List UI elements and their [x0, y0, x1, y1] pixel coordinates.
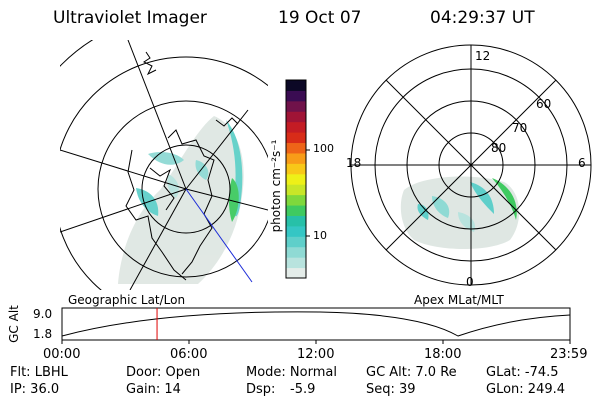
colorbar-unit-label: photon cm⁻²s⁻¹ [269, 139, 283, 233]
mlt-label-6: 6 [578, 156, 586, 170]
colorbar-segment [286, 152, 306, 164]
info-gain: Gain: 14 [126, 382, 181, 397]
colorbar-segment [286, 111, 306, 123]
altitude-curve [61, 311, 571, 337]
info-dsp-label: Dsp: [246, 382, 276, 397]
info-flt: Flt: LBHL [10, 365, 68, 380]
colorbar-segment [286, 173, 306, 185]
date-label: 19 Oct 07 [278, 8, 362, 28]
mlt-label-18: 18 [346, 156, 362, 170]
colorbar-segment [286, 225, 306, 237]
colorbar-segment [286, 100, 306, 112]
mlt-lines [351, 45, 591, 285]
geo-latitude-circles [60, 40, 268, 290]
altitude-plot [61, 307, 571, 344]
apex-panel [350, 44, 592, 286]
colorbar-tick-100: 100 [313, 142, 334, 155]
info-ip: IP: 36.0 [10, 382, 60, 397]
mlat-label-60: 60 [536, 97, 552, 111]
mlt-label-0: 0 [466, 275, 474, 289]
colorbar-segment [286, 163, 306, 175]
mlat-label-80: 80 [491, 141, 507, 155]
info-mode: Mode: Normal [246, 365, 337, 380]
colorbar-segment [286, 257, 306, 269]
time-label: 04:29:37 UT [430, 8, 535, 28]
colorbar-segment [286, 267, 306, 279]
apex-title: Apex MLat/MLT [414, 293, 504, 307]
colorbar-segment [286, 184, 306, 196]
altitude-ytick-9: 9.0 [33, 307, 53, 321]
info-seq: Seq: 39 [366, 382, 416, 397]
xtick-0600: 06:00 [170, 347, 208, 362]
colorbar-segment [286, 194, 306, 206]
mlt-label-12: 12 [475, 49, 491, 63]
info-glat: GLat: -74.5 [486, 365, 559, 380]
colorbar-tick-10: 10 [313, 229, 327, 242]
geographic-panel [60, 40, 268, 290]
info-dsp-value: -5.9 [290, 382, 316, 397]
info-gc-alt: GC Alt: 7.0 Re [366, 365, 457, 380]
geographic-title: Geographic Lat/Lon [68, 293, 186, 307]
colorbar-segment [286, 215, 306, 227]
emission-right [400, 176, 520, 249]
colorbar-segment [286, 205, 306, 216]
altitude-ylabel: GC Alt [7, 305, 21, 343]
colorbar [285, 79, 310, 279]
midnight-meridian [185, 188, 253, 283]
mlat-label-70: 70 [512, 121, 528, 135]
colorbar-segment [286, 132, 306, 144]
colorbar-segment [286, 90, 306, 102]
colorbar-segment [286, 142, 306, 154]
colorbar-segment [286, 121, 306, 133]
info-glon: GLon: 249.4 [486, 382, 566, 397]
colorbar-segment [286, 246, 306, 258]
xtick-1200: 12:00 [297, 347, 335, 362]
colorbar-segment [286, 236, 306, 248]
xtick-2359: 23:59 [550, 347, 588, 362]
colorbar-segment [286, 80, 306, 91]
xtick-0000: 00:00 [43, 347, 81, 362]
altitude-ytick-1.8: 1.8 [33, 327, 53, 341]
xtick-1800: 18:00 [424, 347, 462, 362]
instrument-title: Ultraviolet Imager [53, 8, 207, 28]
coastline [125, 51, 239, 281]
info-door: Door: Open [126, 365, 201, 380]
